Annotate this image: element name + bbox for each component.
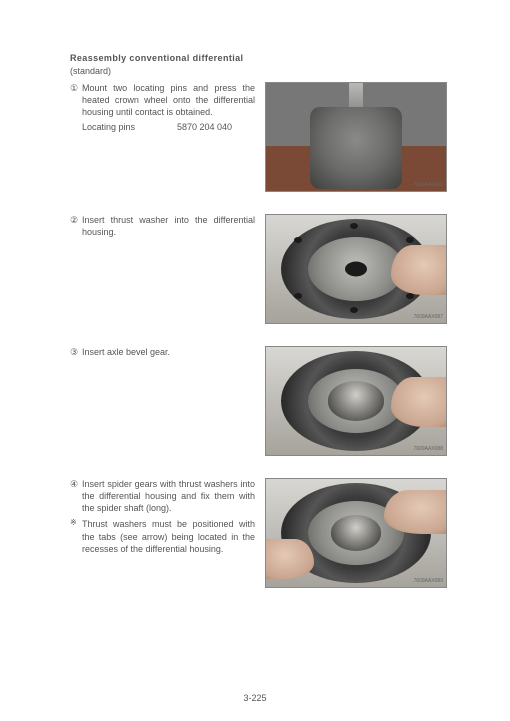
part-row: Locating pins 5870 204 040 <box>82 122 255 132</box>
hand-shape <box>391 377 446 427</box>
step-row: ③ Insert axle bevel gear. 7609AAX088 <box>70 346 475 456</box>
hand-shape <box>266 539 314 579</box>
figure-label: 7609AAX089 <box>414 578 443 584</box>
figure-column: 7609AAX086 <box>265 82 445 192</box>
hand-shape <box>384 490 446 534</box>
step-row: ① Mount two locating pins and press the … <box>70 82 475 192</box>
step-marker: ② <box>70 214 82 226</box>
hub-shape <box>310 107 402 189</box>
step-text: Mount two locating pins and press the he… <box>82 82 255 118</box>
figure-label: 7609AAX088 <box>414 446 443 452</box>
bolt-shape <box>294 293 302 299</box>
page-number: 3-225 <box>0 693 510 703</box>
figure-photo: 7609AAX086 <box>265 82 447 192</box>
section-heading: Reassembly conventional differential <box>70 48 475 66</box>
step-text-column: ④ Insert spider gears with thrust washer… <box>70 478 265 555</box>
figure-photo: 7609AAX088 <box>265 346 447 456</box>
bolt-shape <box>350 223 358 229</box>
step-item: ③ Insert axle bevel gear. <box>70 346 255 358</box>
step-row: ② Insert thrust washer into the differen… <box>70 214 475 324</box>
figure-column: 7609AAX089 <box>265 478 445 588</box>
bevel-gear-shape <box>331 515 381 551</box>
bevel-gear-shape <box>328 381 384 421</box>
heading-text: Reassembly conventional differential <box>70 53 243 63</box>
note-text: Thrust washers must be positioned with t… <box>82 518 255 554</box>
bolt-shape <box>294 237 302 243</box>
step-row: ④ Insert spider gears with thrust washer… <box>70 478 475 588</box>
note-item: ※ Thrust washers must be positioned with… <box>70 518 255 554</box>
heading-sub: (standard) <box>70 66 475 76</box>
figure-column: 7609AAX087 <box>265 214 445 324</box>
part-name: Locating pins <box>82 122 177 132</box>
disc-hole-shape <box>345 262 367 277</box>
step-marker: ① <box>70 82 82 94</box>
bolt-shape <box>406 237 414 243</box>
figure-label: 7609AAX086 <box>414 182 443 188</box>
figure-photo: 7609AAX089 <box>265 478 447 588</box>
step-marker: ④ <box>70 478 82 490</box>
figure-photo: 7609AAX087 <box>265 214 447 324</box>
figure-label: 7609AAX087 <box>414 314 443 320</box>
figure-column: 7609AAX088 <box>265 346 445 456</box>
step-text: Insert thrust washer into the differenti… <box>82 214 255 238</box>
manual-page: Reassembly conventional differential (st… <box>0 0 510 721</box>
step-text-column: ② Insert thrust washer into the differen… <box>70 214 265 242</box>
step-item: ① Mount two locating pins and press the … <box>70 82 255 118</box>
step-text-column: ③ Insert axle bevel gear. <box>70 346 265 362</box>
step-item: ② Insert thrust washer into the differen… <box>70 214 255 238</box>
hand-shape <box>391 245 446 295</box>
bolt-shape <box>406 293 414 299</box>
step-text-column: ① Mount two locating pins and press the … <box>70 82 265 132</box>
step-text: Insert spider gears with thrust washers … <box>82 478 255 514</box>
part-number: 5870 204 040 <box>177 122 232 132</box>
step-marker: ③ <box>70 346 82 358</box>
bolt-shape <box>350 307 358 313</box>
step-text: Insert axle bevel gear. <box>82 346 170 358</box>
note-marker: ※ <box>70 518 82 529</box>
step-item: ④ Insert spider gears with thrust washer… <box>70 478 255 514</box>
